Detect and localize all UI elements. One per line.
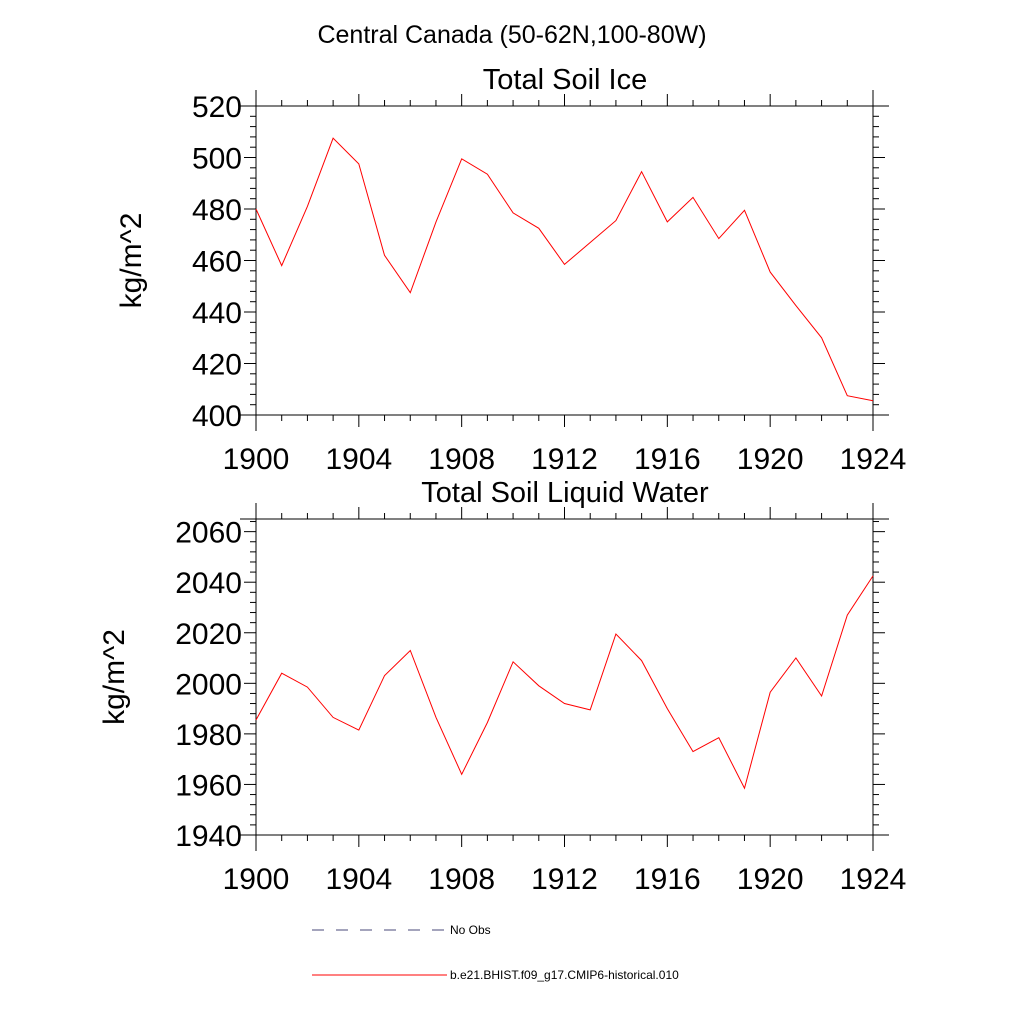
y-tick-label: 420	[192, 349, 242, 382]
y-axis-label: kg/m^2	[98, 629, 131, 725]
y-tick-label: 480	[192, 194, 242, 227]
x-tick-label: 1924	[840, 863, 907, 896]
chart-axes: 1900 1904 1908 1912 1916 1920 1924 400 420 440 460…	[115, 90, 906, 476]
x-tick-label: 1912	[531, 863, 598, 896]
y-tick-label: 1940	[175, 820, 242, 853]
series-line	[255, 575, 874, 790]
x-tick-label: 1908	[428, 863, 495, 896]
y-tick-label: 1960	[175, 769, 242, 802]
chart-title: Total Soil Liquid Water	[421, 477, 709, 509]
chart-panel-soil-liquid-water: Total Soil Liquid Water 1900 1904 1908 1912…	[98, 477, 906, 896]
legend: No Obs b.e21.BHIST.f09_g17.CMIP6-histori…	[312, 923, 679, 982]
x-tick-label: 1904	[325, 863, 392, 896]
y-tick-label: 2020	[175, 618, 242, 651]
y-tick-label: 440	[192, 297, 242, 330]
x-tick-label: 1908	[428, 443, 495, 476]
y-tick-label: 2000	[175, 668, 242, 701]
y-tick-label: 2060	[175, 517, 242, 550]
chart-series	[255, 575, 874, 790]
y-tick-label: 460	[192, 246, 242, 279]
x-tick-label: 1912	[531, 443, 598, 476]
chart-panel-soil-ice: Total Soil Ice 1900 1904 1908 1912 1916 1920 1…	[115, 64, 906, 476]
y-tick-label: 500	[192, 143, 242, 176]
y-tick-label: 400	[192, 400, 242, 433]
y-tick-label: 2040	[175, 567, 242, 600]
x-tick-label: 1916	[634, 863, 701, 896]
legend-label-model: b.e21.BHIST.f09_g17.CMIP6-historical.010	[450, 968, 679, 982]
chart-title: Total Soil Ice	[483, 64, 647, 96]
x-tick-label: 1924	[840, 443, 907, 476]
x-tick-label: 1920	[737, 443, 804, 476]
y-axis-label: kg/m^2	[115, 213, 148, 309]
x-tick-label: 1904	[325, 443, 392, 476]
y-tick-label: 1980	[175, 719, 242, 752]
y-tick-label: 520	[192, 91, 242, 124]
series-line	[255, 137, 874, 402]
x-tick-label: 1900	[223, 443, 290, 476]
x-tick-label: 1916	[634, 443, 701, 476]
x-tick-label: 1900	[223, 863, 290, 896]
chart-axes: 1900 1904 1908 1912 1916 1920 1924 1940 1960 1980…	[98, 503, 906, 896]
chart-series	[255, 137, 874, 402]
x-tick-label: 1920	[737, 863, 804, 896]
legend-label-no-obs: No Obs	[450, 923, 491, 937]
figure-title: Central Canada (50-62N,100-80W)	[317, 21, 706, 49]
